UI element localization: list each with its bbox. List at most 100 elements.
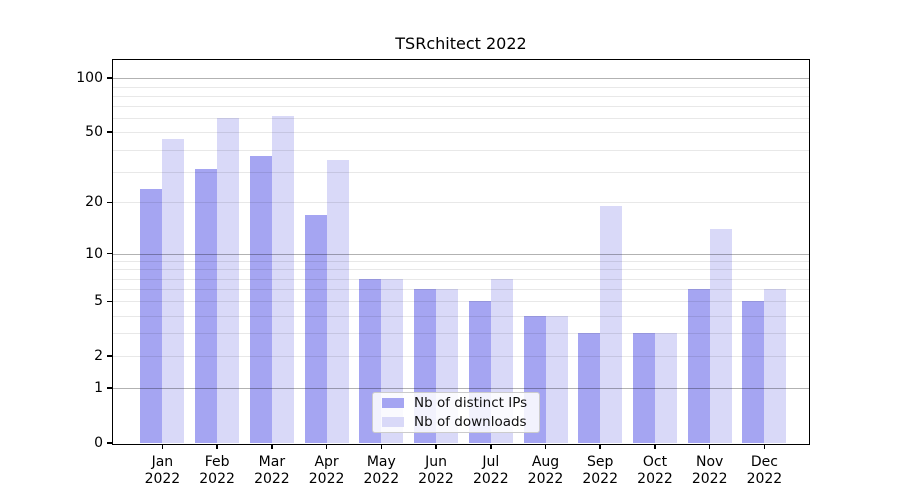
x-tick-feb <box>216 443 218 449</box>
x-tick-jan <box>161 443 164 449</box>
minor-gridline-7 <box>113 278 809 280</box>
x-tick-label-apr: Apr 2022 <box>287 454 367 488</box>
x-label-year: 2022 <box>144 471 181 487</box>
major-gridline-100 <box>113 78 809 80</box>
x-tick-label-may: May 2022 <box>341 454 421 488</box>
x-label-month: Nov <box>696 454 724 470</box>
x-tick-label-sep: Sep 2022 <box>560 454 640 488</box>
x-tick-label-feb: Feb 2022 <box>177 454 257 488</box>
y-tick-1 <box>106 387 112 389</box>
minor-gridline-70 <box>113 106 809 108</box>
y-tick-2 <box>106 355 112 357</box>
minor-gridline-30 <box>113 171 809 173</box>
x-tick-label-oct: Oct 2022 <box>615 454 695 488</box>
bar-nb-of-distinct-ips-dec <box>742 301 765 443</box>
minor-gridline-4 <box>113 315 809 317</box>
x-label-year: 2022 <box>418 471 454 487</box>
x-tick-apr <box>325 443 328 449</box>
y-tick-label-10: 10 <box>85 245 103 262</box>
x-tick-label-jul: Jul 2022 <box>451 454 531 488</box>
minor-gridline-50 <box>113 132 809 134</box>
minor-gridline-40 <box>113 149 809 151</box>
bar-nb-of-downloads-mar <box>271 115 294 443</box>
major-gridline-10 <box>113 253 809 255</box>
y-tick-5 <box>106 300 112 303</box>
x-label-month: Dec <box>750 454 778 470</box>
legend: Nb of distinct IPs Nb of downloads <box>372 392 540 433</box>
x-label-month: Sep <box>586 454 614 470</box>
y-tick-20 <box>106 201 112 204</box>
x-tick-label-nov: Nov 2022 <box>670 454 750 488</box>
x-label-month: Jul <box>482 454 500 470</box>
y-tick-label-1: 1 <box>94 380 103 397</box>
y-tick-label-100: 100 <box>76 70 103 87</box>
x-label-year: 2022 <box>308 471 345 487</box>
x-label-year: 2022 <box>363 471 400 487</box>
y-tick-label-50: 50 <box>85 124 103 141</box>
y-tick-label-2: 2 <box>94 348 103 365</box>
x-label-year: 2022 <box>199 471 235 487</box>
minor-gridline-5 <box>113 301 809 303</box>
y-tick-label-20: 20 <box>85 194 103 211</box>
legend-swatch <box>382 417 404 427</box>
x-tick-nov <box>708 443 711 449</box>
x-label-year: 2022 <box>746 471 783 487</box>
y-tick-label-5: 5 <box>94 293 103 310</box>
minor-gridline-90 <box>113 86 809 88</box>
x-tick-dec <box>763 443 766 449</box>
x-tick-label-aug: Aug 2022 <box>506 454 586 488</box>
x-tick-sep <box>599 443 601 449</box>
bar-nb-of-distinct-ips-jan <box>140 188 163 443</box>
y-tick-label-0: 0 <box>94 435 103 451</box>
x-tick-label-jun: Jun 2022 <box>396 454 476 488</box>
bar-nb-of-downloads-feb <box>217 118 240 443</box>
x-label-month: Oct <box>642 454 668 470</box>
x-label-month: Apr <box>314 454 339 470</box>
x-label-month: Jun <box>425 454 447 470</box>
legend-item-nb-of-distinct-ips: Nb of distinct IPs <box>373 395 539 411</box>
y-tick-50 <box>106 131 112 133</box>
x-label-year: 2022 <box>637 471 673 487</box>
y-tick-100 <box>106 77 112 79</box>
legend-item-nb-of-downloads: Nb of downloads <box>373 414 539 430</box>
minor-gridline-2 <box>113 356 809 358</box>
x-label-month: Mar <box>258 454 286 470</box>
bar-nb-of-downloads-sep <box>600 206 623 443</box>
x-tick-mar <box>271 443 273 449</box>
bar-nb-of-downloads-jan <box>162 138 185 443</box>
bar-nb-of-distinct-ips-feb <box>195 169 218 443</box>
x-label-year: 2022 <box>691 471 728 487</box>
x-tick-label-jan: Jan 2022 <box>122 454 202 488</box>
chart-title: TSRchitect 2022 <box>395 34 527 53</box>
x-tick-label-mar: Mar 2022 <box>232 454 312 488</box>
x-tick-may <box>380 443 383 449</box>
x-label-year: 2022 <box>254 471 290 487</box>
x-tick-oct <box>654 443 656 449</box>
minor-gridline-6 <box>113 289 809 291</box>
y-tick-10 <box>106 252 112 255</box>
minor-gridline-20 <box>113 202 809 204</box>
legend-label: Nb of distinct IPs <box>414 395 528 411</box>
bar-nb-of-downloads-dec <box>764 289 787 443</box>
x-label-month: May <box>366 454 396 470</box>
bar-nb-of-distinct-ips-nov <box>687 289 710 443</box>
minor-gridline-60 <box>113 118 809 120</box>
x-label-year: 2022 <box>527 471 564 487</box>
legend-label: Nb of downloads <box>414 414 527 430</box>
bar-nb-of-downloads-aug <box>545 315 568 443</box>
bar-nb-of-downloads-apr <box>326 159 349 443</box>
bar-nb-of-downloads-nov <box>709 229 732 443</box>
y-tick-0 <box>106 442 112 444</box>
x-label-month: Aug <box>531 454 560 470</box>
x-tick-jul <box>490 443 492 449</box>
x-tick-label-dec: Dec 2022 <box>724 454 804 488</box>
bar-nb-of-distinct-ips-sep <box>578 333 601 443</box>
bar-nb-of-downloads-oct <box>655 333 677 443</box>
x-label-month: Jan <box>151 454 174 470</box>
bar-nb-of-distinct-ips-oct <box>633 333 655 443</box>
x-tick-jun <box>435 443 437 449</box>
x-label-year: 2022 <box>472 471 509 487</box>
minor-gridline-80 <box>113 95 809 97</box>
legend-swatch <box>382 398 404 408</box>
minor-gridline-9 <box>113 261 809 262</box>
